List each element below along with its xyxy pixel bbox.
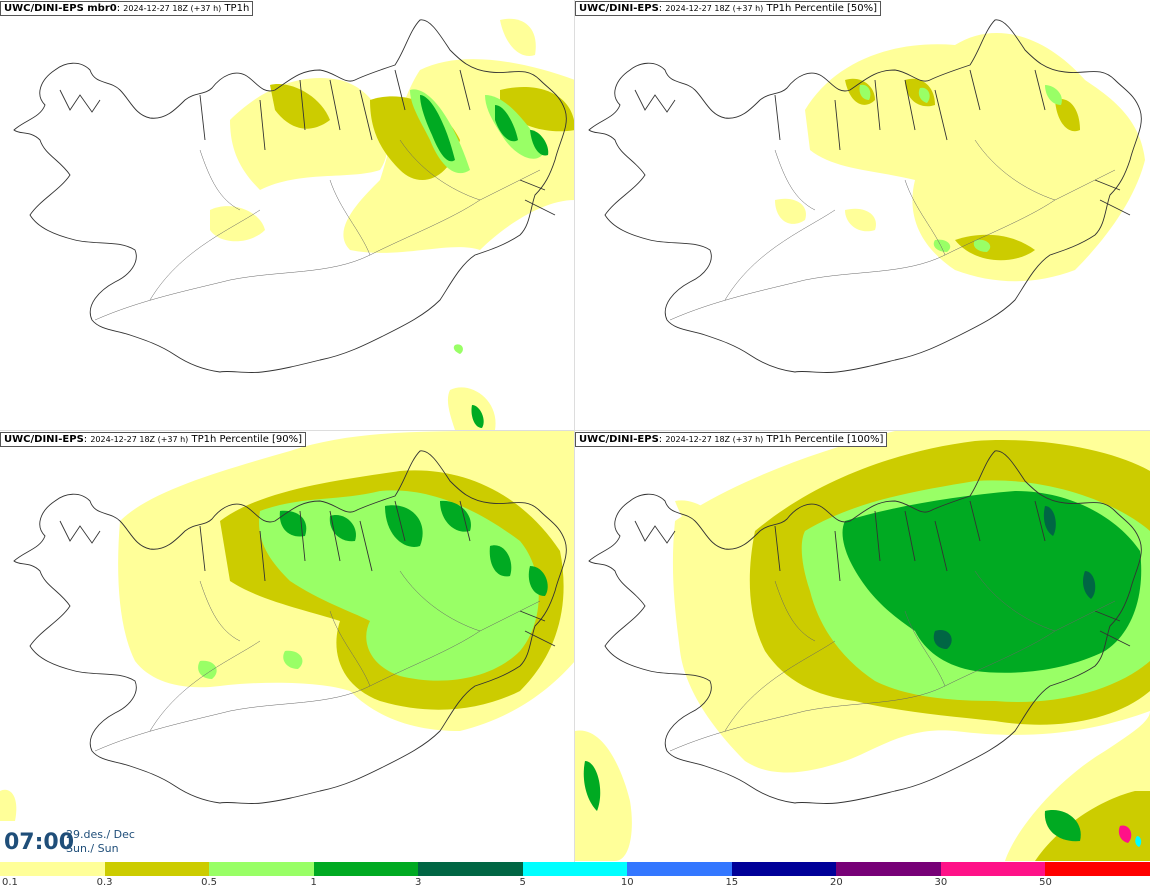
map-panel-p100: UWC/DINI-EPS: 2024-12-27 18Z (+37 h) TP1…: [575, 431, 1150, 861]
precip-field: [575, 431, 1150, 861]
panel-title: UWC/DINI-EPS: 2024-12-27 18Z (+37 h) TP1…: [0, 432, 307, 447]
product-name: TP1h Percentile [90%]: [191, 434, 303, 445]
colorbar-tick-label: 10: [620, 877, 634, 888]
colorbar-bins: [0, 862, 1150, 876]
product-name: TP1h Percentile [100%]: [766, 434, 884, 445]
panel-title: UWC/DINI-EPS: 2024-12-27 18Z (+37 h) TP1…: [575, 1, 882, 16]
colorbar-bin: [836, 862, 941, 876]
colorbar-bin: [313, 862, 419, 876]
colorbar-tick-label: 20: [829, 877, 843, 888]
colorbar-bin: [104, 862, 210, 876]
colorbar-bin: [940, 862, 1046, 876]
model-name: UWC/DINI-EPS: [579, 3, 659, 14]
colorbar-bin: [209, 862, 314, 876]
colorbar-ticks: 0.1 0.3 0.5 1 3 5 10 15 20 30 50: [0, 877, 1150, 891]
colorbar-bin: [522, 862, 628, 876]
colorbar-tick-label: 30: [934, 877, 948, 888]
valid-date-line: 29.des./ Dec: [66, 828, 135, 841]
map-panel-member0: UWC/DINI-EPS mbr0: 2024-12-27 18Z (+37 h…: [0, 0, 575, 430]
colorbar-tick-label: 5: [519, 877, 526, 888]
panel-divider-horizontal: [0, 430, 1150, 431]
product-name: TP1h Percentile [50%]: [766, 3, 878, 14]
colorbar-tick-label: 0.5: [201, 877, 218, 888]
roads: [669, 139, 1116, 321]
coastline: [13, 450, 567, 805]
precip-map: [575, 431, 1150, 861]
precip-field: [210, 18, 575, 430]
colorbar-tick-label: 50: [1039, 877, 1052, 888]
product-name: TP1h: [224, 3, 250, 14]
precip-colorbar: 0.1 0.3 0.5 1 3 5 10 15 20 30 50: [0, 862, 1150, 891]
colorbar-tick-label: 0.1: [2, 877, 18, 888]
valid-time-box: 07:00 29.des./ Dec Sun./ Sun: [0, 824, 140, 862]
map-panel-p90: UWC/DINI-EPS: 2024-12-27 18Z (+37 h) TP1…: [0, 431, 575, 861]
precip-field: [775, 32, 1145, 282]
valid-time: 07:00: [4, 830, 75, 855]
valid-date: 29.des./ Dec Sun./ Sun: [66, 828, 135, 856]
model-name: UWC/DINI-EPS: [579, 434, 659, 445]
roads: [94, 139, 541, 321]
colorbar-bin: [418, 862, 523, 876]
colorbar-bin: [0, 862, 105, 876]
run-info: 2024-12-27 18Z (+37 h): [665, 4, 764, 13]
colorbar-tick-label: 0.3: [96, 877, 113, 888]
run-info: 2024-12-27 18Z (+37 h): [90, 435, 189, 444]
map-panel-p50: UWC/DINI-EPS: 2024-12-27 18Z (+37 h) TP1…: [575, 0, 1150, 430]
panel-divider-vertical: [574, 0, 575, 862]
panel-title: UWC/DINI-EPS: 2024-12-27 18Z (+37 h) TP1…: [575, 432, 888, 447]
colorbar-bin: [731, 862, 837, 876]
colorbar-bin: [627, 862, 732, 876]
coastline: [588, 19, 1142, 374]
colorbar-bin: [1045, 862, 1150, 876]
run-info: 2024-12-27 18Z (+37 h): [665, 435, 764, 444]
valid-day-line: Sun./ Sun: [66, 842, 119, 855]
colorbar-tick-label: 3: [414, 877, 422, 888]
colorbar-tick-label: 1: [310, 877, 317, 888]
colorbar-tick-label: 15: [725, 877, 739, 888]
panel-title: UWC/DINI-EPS mbr0: 2024-12-27 18Z (+37 h…: [0, 1, 254, 16]
coastline: [588, 450, 1142, 805]
precip-map: [588, 19, 1145, 374]
roads: [669, 570, 1116, 752]
model-name: UWC/DINI-EPS: [4, 434, 84, 445]
precip-map: [0, 431, 575, 821]
precip-field: [0, 431, 575, 821]
model-name: UWC/DINI-EPS mbr0: [4, 3, 117, 14]
roads: [94, 570, 541, 752]
coastline: [13, 19, 567, 374]
precip-map: [13, 18, 575, 430]
run-info: 2024-12-27 18Z (+37 h): [123, 4, 222, 13]
